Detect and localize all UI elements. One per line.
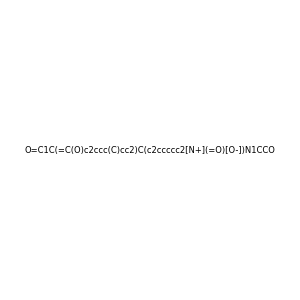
Text: O=C1C(=C(O)c2ccc(C)cc2)C(c2ccccc2[N+](=O)[O-])N1CCO: O=C1C(=C(O)c2ccc(C)cc2)C(c2ccccc2[N+](=O… [25,146,275,154]
